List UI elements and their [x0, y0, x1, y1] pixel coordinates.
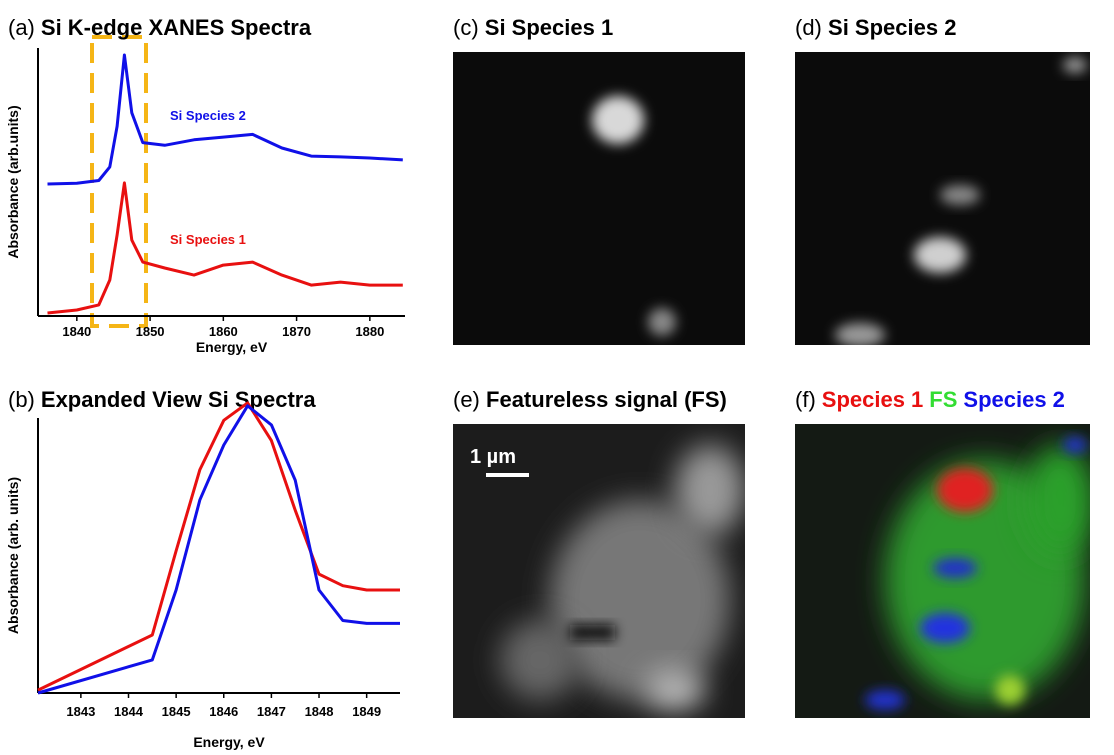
image-c: [453, 52, 745, 345]
x-tick-label: 1847: [257, 704, 286, 719]
panel-title-part: Species 2: [963, 387, 1065, 412]
panel-label: (d): [795, 15, 822, 40]
series-label: Si Species 1: [170, 232, 246, 247]
image-e: [453, 424, 745, 718]
panel-label: (b): [8, 387, 35, 412]
panel-title: (d) Si Species 2: [795, 15, 956, 40]
panel-label: (f): [795, 387, 816, 412]
line-series: [38, 406, 400, 693]
x-axis-label: Energy, eV: [193, 734, 265, 750]
line-series: [38, 403, 400, 690]
panel-label: (a): [8, 15, 35, 40]
x-axis-label: Energy, eV: [196, 339, 268, 355]
x-tick-label: 1849: [352, 704, 381, 719]
chart-title: (a)Si K-edge XANES Spectra: [8, 15, 312, 40]
panel-title-text: Si Species 1: [485, 15, 613, 40]
image-f: [795, 424, 1095, 718]
line-series: [48, 183, 403, 313]
panel-title-part: Species 1: [822, 387, 924, 412]
y-axis-label: Absorbance (arb.units): [5, 105, 21, 258]
chart-title: (b)Expanded View Si Spectra: [8, 387, 316, 412]
panel-title: (e) Featureless signal (FS): [453, 387, 727, 412]
panel-title-text: Featureless signal (FS): [486, 387, 727, 412]
x-tick-label: 1860: [209, 324, 238, 339]
panel-title: (c) Si Species 1: [453, 15, 613, 40]
y-axis-label: Absorbance (arb. units): [5, 477, 21, 634]
image-d: [795, 52, 1090, 347]
x-tick-label: 1870: [282, 324, 311, 339]
x-tick-label: 1850: [136, 324, 165, 339]
x-tick-label: 1880: [355, 324, 384, 339]
panel-title-part: FS: [929, 387, 957, 412]
panel-label: (c): [453, 15, 479, 40]
x-tick-label: 1846: [209, 704, 238, 719]
scale-bar-label: 1 µm: [470, 446, 516, 468]
x-tick-label: 1840: [62, 324, 91, 339]
x-tick-label: 1843: [66, 704, 95, 719]
series-label: Si Species 2: [170, 108, 246, 123]
panel-title-text: Si Species 2: [828, 15, 956, 40]
x-tick-label: 1848: [305, 704, 334, 719]
chart-title-text: Si K-edge XANES Spectra: [41, 15, 312, 40]
figure: 1 µm (c) Si Species 1 (d) Si Species 2 (…: [0, 0, 1114, 755]
panel-label: (e): [453, 387, 480, 412]
x-tick-label: 1844: [114, 704, 144, 719]
x-tick-label: 1845: [162, 704, 191, 719]
chart-title-text: Expanded View Si Spectra: [41, 387, 316, 412]
highlight-box: [92, 37, 146, 326]
